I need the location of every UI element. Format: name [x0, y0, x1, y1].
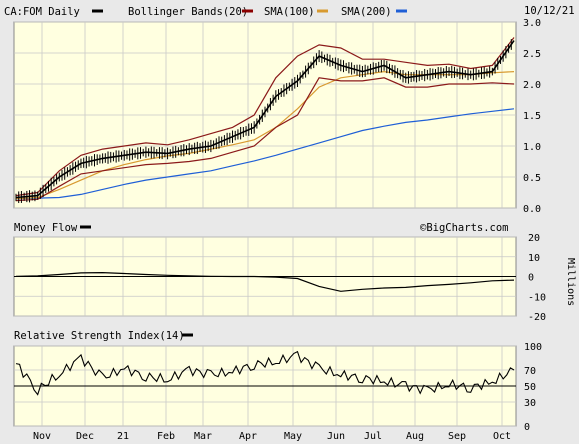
- y-tick-label: -10: [528, 292, 546, 303]
- series-sma-200-: [15, 108, 515, 200]
- series-bollinger-lower: [15, 77, 515, 202]
- y-tick-label: 2.5: [523, 49, 541, 60]
- watermark: ©BigCharts.com: [420, 222, 509, 234]
- y-tick-label: 0.5: [523, 173, 541, 184]
- x-tick-label: Oct: [493, 431, 511, 442]
- y-tick-label: 70: [524, 366, 536, 377]
- y-tick-label: 20: [528, 233, 540, 244]
- series-bollinger-upper: [15, 37, 515, 197]
- x-tick-label: Jun: [327, 431, 345, 442]
- x-tick-label: May: [284, 431, 302, 442]
- legend-bollinger: Bollinger Bands(20): [128, 6, 248, 18]
- y-tick-label: 0: [524, 422, 530, 433]
- price-title: CA:FOM Daily: [4, 6, 80, 18]
- money-flow-title: Money Flow: [14, 222, 78, 234]
- y-tick-label: 1.5: [523, 111, 541, 122]
- x-tick-label: Apr: [239, 431, 257, 442]
- x-tick-label: Jul: [364, 431, 382, 442]
- y-tick-label: 30: [524, 398, 536, 409]
- x-tick-label: Aug: [406, 431, 424, 442]
- y-tick-label: 10: [528, 253, 540, 264]
- x-tick-label: Dec: [76, 431, 94, 442]
- rsi-title: Relative Strength Index(14): [14, 330, 185, 342]
- legend-sma100: SMA(100): [264, 6, 315, 18]
- x-tick-label: Feb: [157, 431, 175, 442]
- money-flow-ylabel: Millions: [565, 258, 576, 306]
- y-tick-label: 2.0: [523, 80, 541, 91]
- y-tick-label: 50: [524, 382, 536, 393]
- y-tick-label: 0: [528, 273, 534, 284]
- y-tick-label: 100: [524, 342, 542, 353]
- y-tick-label: 3.0: [523, 18, 541, 29]
- x-tick-label: Mar: [194, 431, 212, 442]
- legend-sma200: SMA(200): [341, 6, 392, 18]
- x-tick-label: Nov: [33, 431, 51, 442]
- y-tick-label: -20: [528, 312, 546, 323]
- x-tick-label: 21: [117, 431, 129, 442]
- x-tick-label: Sep: [448, 431, 466, 442]
- y-tick-label: 1.0: [523, 142, 541, 153]
- date-label: 10/12/21: [524, 5, 575, 17]
- y-tick-label: 0.0: [523, 204, 541, 215]
- series-money-flow: [15, 271, 515, 292]
- series-rsi: [15, 350, 515, 396]
